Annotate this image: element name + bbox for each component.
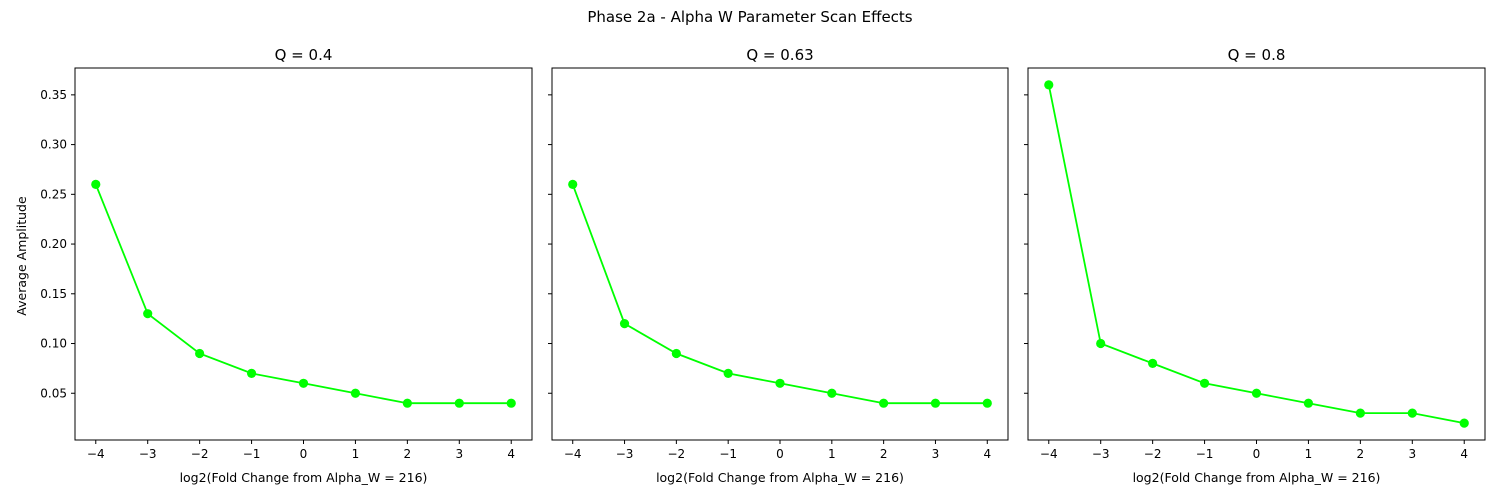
data-point xyxy=(879,398,889,408)
data-point xyxy=(1459,418,1469,428)
data-point xyxy=(1251,388,1262,398)
subplot-3: Q = 0.8 −4 −3 −2 −1 0 1 2 3 4 log2(Fold Change fro… xyxy=(1024,46,1486,485)
x-tick-label: 4 xyxy=(983,447,991,461)
subplot-title: Q = 0.8 xyxy=(1228,46,1286,64)
data-point xyxy=(723,368,733,378)
x-tick-label: 0 xyxy=(1253,447,1261,461)
x-tick-label: −2 xyxy=(668,447,686,461)
data-point xyxy=(350,388,361,398)
axes-frame xyxy=(1027,67,1486,441)
y-axis-label: Average Amplitude xyxy=(14,196,29,316)
y-tick-label: 0.15 xyxy=(40,287,67,301)
data-point xyxy=(298,378,309,388)
x-tick-label: 3 xyxy=(1408,447,1416,461)
x-tick-label: −1 xyxy=(719,447,737,461)
y-tick-label: 0.10 xyxy=(40,337,67,351)
x-tick-label: 2 xyxy=(880,447,888,461)
data-point xyxy=(1355,408,1365,418)
data-point xyxy=(143,309,153,319)
figure-title: Phase 2a - Alpha W Parameter Scan Effect… xyxy=(587,8,912,26)
data-point xyxy=(930,398,941,408)
x-tick-label: 1 xyxy=(1305,447,1313,461)
x-tick-label: −1 xyxy=(243,447,261,461)
x-tick-label: −4 xyxy=(87,447,105,461)
data-point xyxy=(619,319,630,329)
x-tick-label: −2 xyxy=(191,447,209,461)
data-point xyxy=(827,388,837,398)
x-tick-label: −2 xyxy=(1144,447,1162,461)
x-tick-label: −4 xyxy=(1040,447,1058,461)
x-tick-label: 4 xyxy=(507,447,515,461)
data-point xyxy=(1044,80,1054,90)
x-tick-label: 0 xyxy=(300,447,308,461)
x-tick-label: −4 xyxy=(564,447,582,461)
y-tick-label: 0.20 xyxy=(40,237,67,251)
x-tick-label: 0 xyxy=(776,447,784,461)
x-axis-label: log2(Fold Change from Alpha_W = 216) xyxy=(1133,470,1381,485)
x-tick-label: −1 xyxy=(1196,447,1214,461)
data-point xyxy=(775,378,785,388)
y-tick-label: 0.25 xyxy=(40,187,67,201)
subplot-2: Q = 0.63 −4 −3 −2 −1 0 1 2 3 4 log2(Fold Change fr… xyxy=(548,46,1009,485)
panels: Q = 0.4 −4 −3 −2 −1 0 1 2 3 4 0.05 0.10 0.15 0.20 0.25… xyxy=(40,46,1486,485)
x-tick-label: 2 xyxy=(1357,447,1365,461)
x-axis-label: log2(Fold Change from Alpha_W = 216) xyxy=(180,470,428,485)
data-point xyxy=(671,348,681,359)
data-point xyxy=(568,179,578,189)
data-point xyxy=(982,398,992,408)
x-tick-label: 1 xyxy=(352,447,360,461)
x-tick-label: 2 xyxy=(404,447,412,461)
data-point xyxy=(454,398,464,408)
y-tick-label: 0.35 xyxy=(40,88,67,102)
x-axis-label: log2(Fold Change from Alpha_W = 216) xyxy=(656,470,904,485)
x-tick-label: −3 xyxy=(616,447,634,461)
data-point xyxy=(402,398,412,408)
x-tick-label: 1 xyxy=(828,447,836,461)
axes-frame xyxy=(551,67,1009,441)
subplot-1: Q = 0.4 −4 −3 −2 −1 0 1 2 3 4 0.05 0.10 0.15 0.20 0.25… xyxy=(40,46,533,485)
axes-frame xyxy=(74,67,533,441)
y-tick-label: 0.30 xyxy=(40,138,67,152)
data-point xyxy=(1148,358,1158,369)
data-point xyxy=(506,398,516,408)
data-point xyxy=(1303,398,1314,408)
y-tick-label: 0.05 xyxy=(40,386,67,400)
data-point xyxy=(1096,338,1106,349)
data-point xyxy=(1407,408,1417,418)
data-point xyxy=(195,348,205,359)
x-tick-label: 3 xyxy=(455,447,463,461)
subplot-title: Q = 0.4 xyxy=(275,46,333,64)
subplot-title: Q = 0.63 xyxy=(746,46,813,64)
x-tick-label: −3 xyxy=(1092,447,1110,461)
data-point xyxy=(246,368,257,378)
data-point xyxy=(91,179,101,189)
x-tick-label: 4 xyxy=(1460,447,1468,461)
data-point xyxy=(1199,378,1210,388)
x-tick-label: −3 xyxy=(139,447,157,461)
x-tick-label: 3 xyxy=(932,447,940,461)
